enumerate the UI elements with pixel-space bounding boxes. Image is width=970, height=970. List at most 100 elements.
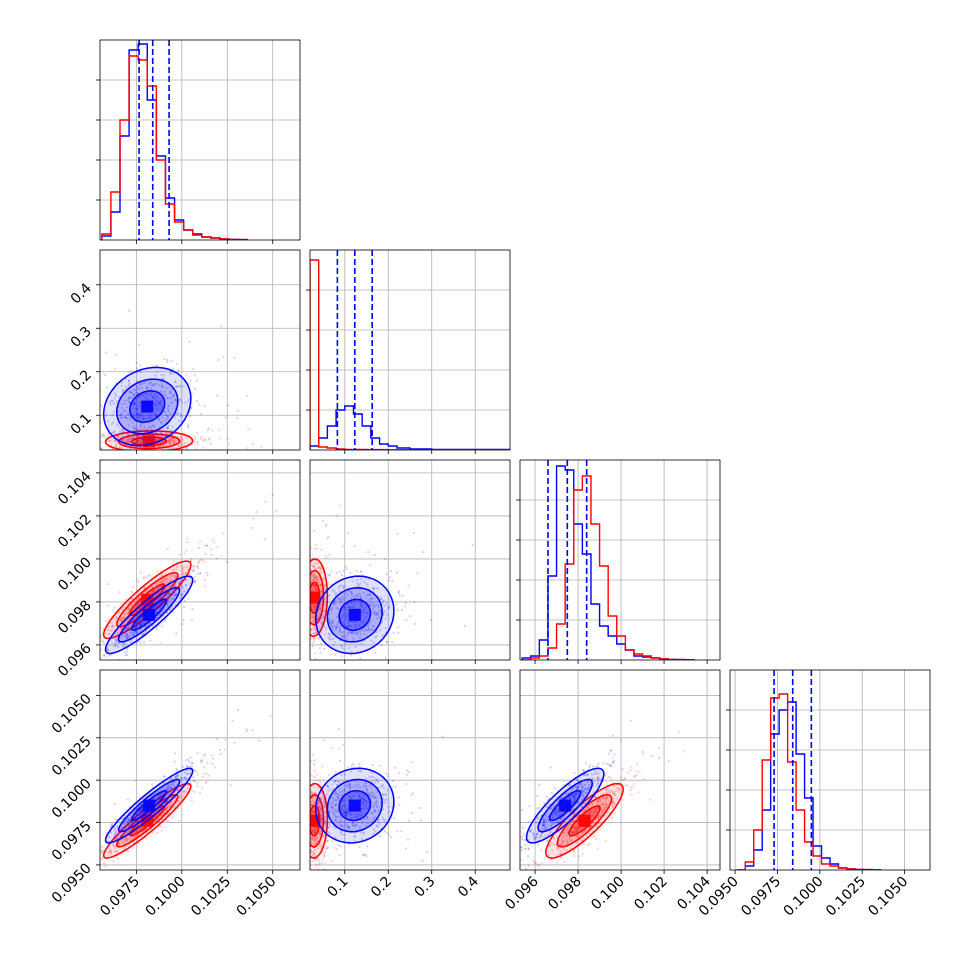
sample-point [175, 593, 178, 597]
sample-point [121, 390, 125, 393]
sample-point [323, 805, 326, 809]
sample-point [151, 591, 154, 595]
sample-point [125, 417, 128, 420]
sample-point [308, 808, 310, 810]
sample-point [135, 439, 138, 442]
sample-point [129, 631, 132, 634]
sample-point [331, 688, 333, 690]
sample-point [121, 825, 125, 828]
sample-point [159, 431, 162, 434]
sample-point [126, 633, 129, 637]
sample-point [166, 786, 169, 789]
sample-point [128, 437, 131, 441]
sample-point [327, 773, 331, 777]
sample-point [185, 791, 188, 794]
sample-point [303, 827, 305, 829]
sample-point [204, 544, 207, 547]
sample-point [158, 624, 161, 627]
sample-point [303, 853, 305, 855]
sample-point [133, 393, 136, 396]
sample-point [318, 613, 321, 616]
sample-point [157, 592, 160, 595]
sample-point [385, 640, 388, 643]
sample-point [114, 838, 117, 841]
sample-point [100, 404, 103, 407]
sample-point [331, 621, 334, 625]
sample-point [375, 612, 378, 615]
sample-point [141, 616, 144, 619]
sample-point [172, 437, 175, 440]
sample-point [200, 435, 203, 439]
sample-point [223, 748, 227, 751]
sample-point [333, 804, 336, 807]
sample-point [294, 895, 296, 897]
sample-point [310, 851, 314, 854]
sample-point [39, 379, 41, 381]
sample-point [198, 561, 201, 564]
sample-point [111, 413, 114, 416]
sample-point [356, 631, 359, 635]
sample-point [111, 625, 114, 628]
sample-point [149, 387, 152, 390]
sample-point [106, 647, 109, 650]
sample-point [337, 620, 340, 623]
sample-point [178, 794, 181, 797]
sample-point [327, 821, 331, 824]
sample-point [166, 415, 169, 419]
sample-point [319, 569, 322, 572]
sample-point [224, 738, 227, 741]
sample-point [157, 404, 160, 407]
sample-point [143, 576, 146, 579]
sample-point [184, 584, 187, 587]
sample-point [120, 627, 123, 630]
sample-point [113, 645, 116, 648]
sample-point [136, 439, 139, 443]
sample-point [172, 806, 175, 810]
sample-point [172, 597, 175, 601]
sample-point [169, 783, 172, 786]
sample-point [174, 380, 177, 383]
sample-point [336, 796, 340, 799]
sample-point [92, 658, 94, 660]
sample-point [198, 559, 201, 562]
sample-point [306, 800, 308, 802]
sample-point [322, 613, 325, 616]
sample-point [180, 594, 183, 597]
sample-point [139, 828, 142, 831]
sample-point [375, 630, 378, 633]
sample-point [337, 727, 340, 731]
sample-point [319, 583, 322, 586]
sample-point [319, 651, 322, 654]
sample-point [301, 582, 303, 584]
sample-point [88, 841, 90, 843]
sample-point [338, 759, 342, 763]
sample-point [345, 815, 348, 818]
sample-point [165, 577, 169, 581]
sample-point [336, 597, 340, 600]
sample-point [185, 446, 188, 449]
sample-point [125, 648, 128, 651]
sample-point [349, 571, 352, 574]
sample-point [114, 644, 117, 647]
sample-point [125, 634, 128, 638]
sample-point [356, 584, 359, 587]
sample-point [128, 607, 132, 610]
sample-point [100, 850, 103, 853]
sample-point [313, 628, 317, 631]
sample-point [148, 422, 151, 425]
sample-point [310, 563, 313, 566]
sample-point [411, 761, 414, 764]
sample-point [147, 458, 149, 460]
sample-point [307, 587, 309, 589]
sample-point [203, 772, 206, 775]
sample-point [182, 765, 185, 768]
sample-point [181, 573, 184, 576]
sample-point [341, 595, 344, 598]
sample-point [158, 402, 162, 405]
sample-point [337, 798, 340, 802]
sample-point [306, 848, 308, 850]
sample-point [169, 575, 172, 578]
sample-point [331, 746, 334, 750]
sample-point [354, 593, 357, 596]
sample-point [316, 840, 319, 843]
